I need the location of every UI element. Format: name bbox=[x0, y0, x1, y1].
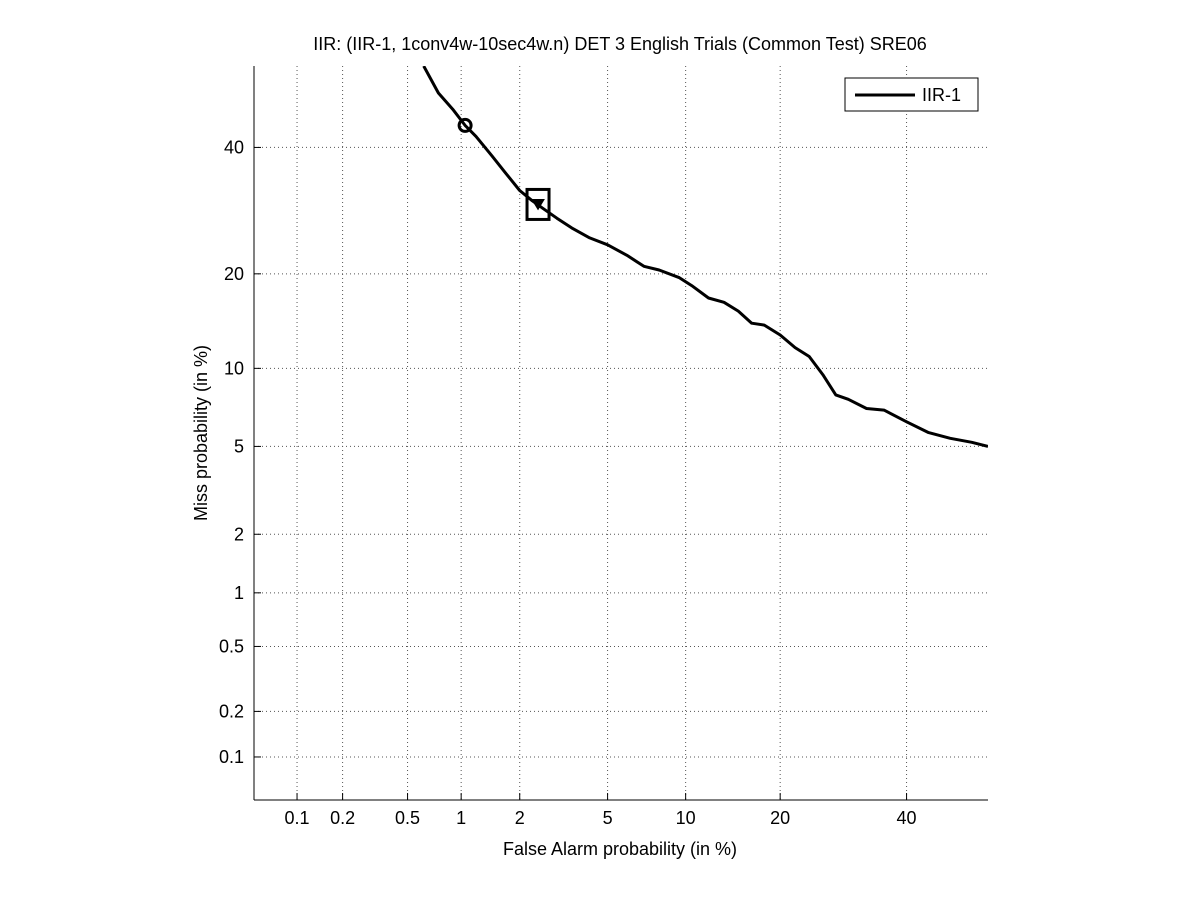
marker-layer bbox=[457, 117, 551, 221]
x-axis-label: False Alarm probability (in %) bbox=[503, 839, 737, 859]
y-tick-label: 10 bbox=[224, 358, 244, 378]
marker-triangle bbox=[531, 198, 545, 211]
y-tick-label: 40 bbox=[224, 137, 244, 157]
axes bbox=[253, 66, 988, 801]
y-ticks: 0.1 0.2 0.5 1 2 5 10 20 40 bbox=[219, 137, 261, 767]
y-tick-label: 0.1 bbox=[219, 747, 244, 767]
marker-circle bbox=[457, 117, 473, 133]
series-line-iir-1 bbox=[422, 66, 988, 448]
x-tick-label: 0.5 bbox=[395, 808, 420, 828]
y-tick-label: 0.2 bbox=[219, 701, 244, 721]
y-tick-label: 20 bbox=[224, 264, 244, 284]
x-tick-label: 0.1 bbox=[285, 808, 310, 828]
x-tick-label: 2 bbox=[515, 808, 525, 828]
legend-entry-iir-1: IIR-1 bbox=[922, 85, 961, 105]
y-tick-label: 5 bbox=[234, 436, 244, 456]
x-tick-label: 0.2 bbox=[330, 808, 355, 828]
x-ticks: 0.1 0.2 0.5 1 2 5 10 20 40 bbox=[285, 793, 917, 828]
plot-area bbox=[254, 66, 988, 800]
y-axis-label: Miss probability (in %) bbox=[191, 345, 211, 521]
legend: IIR-1 bbox=[844, 77, 979, 112]
x-tick-label: 5 bbox=[603, 808, 613, 828]
x-tick-label: 20 bbox=[770, 808, 790, 828]
y-tick-label: 0.5 bbox=[219, 636, 244, 656]
marker-square bbox=[525, 187, 551, 221]
series-layer bbox=[422, 66, 988, 448]
x-tick-label: 1 bbox=[456, 808, 466, 828]
x-tick-label: 10 bbox=[676, 808, 696, 828]
y-tick-label: 1 bbox=[234, 583, 244, 603]
chart-title: IIR: (IIR-1, 1conv4w-10sec4w.n) DET 3 En… bbox=[313, 34, 927, 54]
y-tick-label: 2 bbox=[234, 524, 244, 544]
x-tick-label: 40 bbox=[897, 808, 917, 828]
